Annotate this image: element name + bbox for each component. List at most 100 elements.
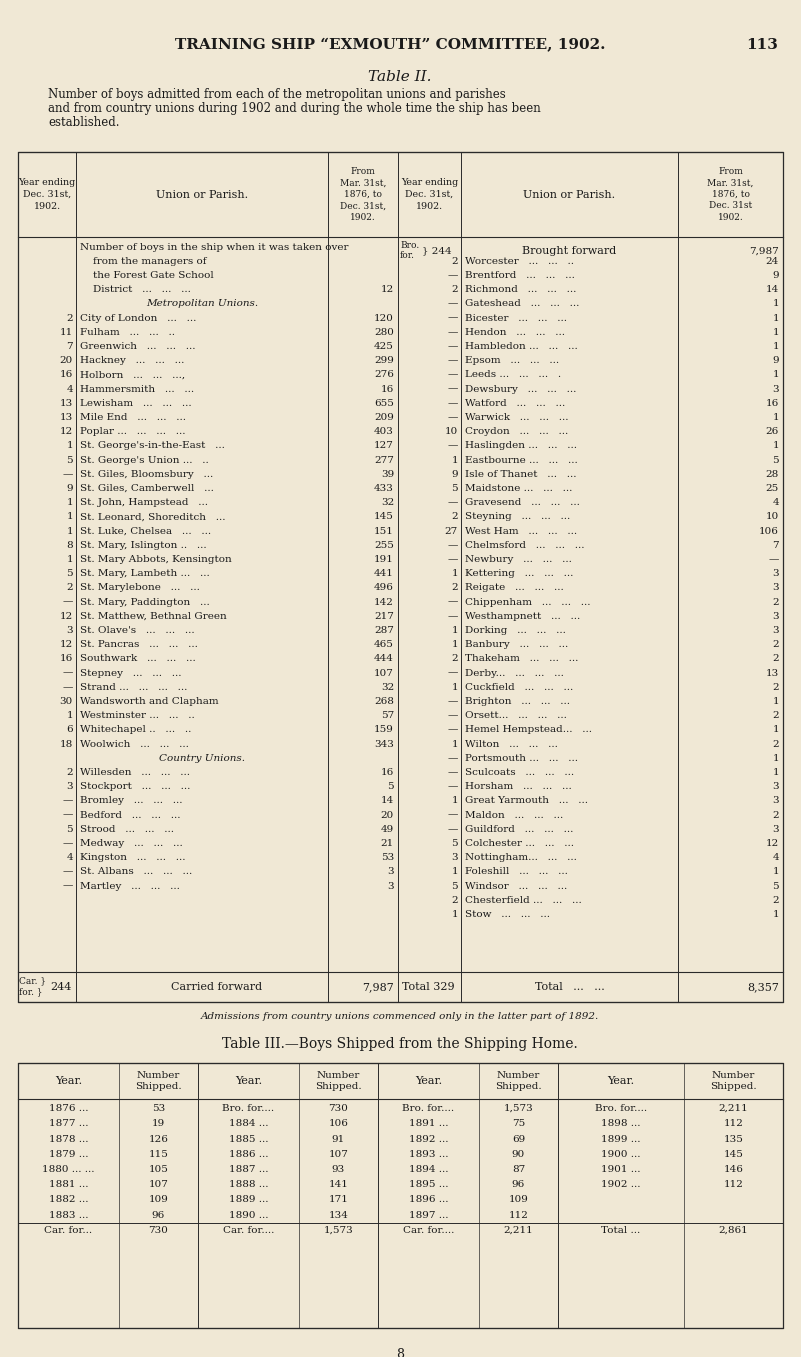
Text: —: — [62,797,73,806]
Text: 2,861: 2,861 [718,1225,748,1235]
Text: —: — [769,555,779,565]
Text: Strand ...   ...   ...   ...: Strand ... ... ... ... [80,683,187,692]
Text: 145: 145 [723,1149,743,1159]
Text: —: — [62,839,73,848]
Text: 2: 2 [772,597,779,607]
Text: Stow   ...   ...   ...: Stow ... ... ... [465,911,550,919]
Text: —: — [62,597,73,607]
Text: 2: 2 [66,584,73,593]
Text: —: — [448,313,458,323]
Text: Metropolitan Unions.: Metropolitan Unions. [146,300,258,308]
Text: 1: 1 [772,300,779,308]
Text: 49: 49 [380,825,394,833]
Text: 20: 20 [60,356,73,365]
Text: 16: 16 [380,768,394,778]
Text: Number
Shipped.: Number Shipped. [495,1071,541,1091]
Text: established.: established. [48,115,119,129]
Text: Number
Shipped.: Number Shipped. [315,1071,362,1091]
Text: 12: 12 [60,612,73,620]
Text: 1901 ...: 1901 ... [602,1164,641,1174]
Text: 21: 21 [380,839,394,848]
Text: —: — [448,612,458,620]
Text: St. George's Union ...   ..: St. George's Union ... .. [80,456,209,464]
Text: 277: 277 [374,456,394,464]
Text: Car. for....: Car. for.... [223,1225,274,1235]
Text: 1885 ...: 1885 ... [228,1134,268,1144]
Text: 112: 112 [723,1120,743,1128]
Text: 4: 4 [66,384,73,394]
Text: Bedford   ...   ...   ...: Bedford ... ... ... [80,810,180,820]
Text: Great Yarmouth   ...   ...: Great Yarmouth ... ... [465,797,588,806]
Text: 7: 7 [66,342,73,351]
Text: Wilton   ...   ...   ...: Wilton ... ... ... [465,740,557,749]
Text: Stepney   ...   ...   ...: Stepney ... ... ... [80,669,182,677]
Text: 142: 142 [374,597,394,607]
Text: 127: 127 [374,441,394,451]
Text: Bro. for....: Bro. for.... [223,1105,275,1113]
Text: 2: 2 [772,810,779,820]
Text: Richmond   ...   ...   ...: Richmond ... ... ... [465,285,577,294]
Text: 3: 3 [66,626,73,635]
Text: —: — [448,399,458,408]
Text: 1,573: 1,573 [504,1105,533,1113]
Text: 2,211: 2,211 [718,1105,748,1113]
Text: 87: 87 [512,1164,525,1174]
Text: 1: 1 [772,697,779,706]
Text: Number
Shipped.: Number Shipped. [135,1071,182,1091]
Text: 141: 141 [328,1181,348,1189]
Text: 209: 209 [374,413,394,422]
Text: 126: 126 [148,1134,168,1144]
Text: —: — [448,384,458,394]
Text: Maldon   ...   ...   ...: Maldon ... ... ... [465,810,563,820]
Text: Admissions from country unions commenced only in the latter part of 1892.: Admissions from country unions commenced… [201,1012,599,1020]
Text: 19: 19 [151,1120,165,1128]
Text: —: — [62,683,73,692]
Text: } 244: } 244 [422,247,452,255]
Text: 2: 2 [772,740,779,749]
Text: St. Marylebone   ...   ...: St. Marylebone ... ... [80,584,200,593]
Text: Isle of Thanet   ...   ...: Isle of Thanet ... ... [465,470,577,479]
Text: St. Giles, Bloomsbury   ...: St. Giles, Bloomsbury ... [80,470,213,479]
Text: Hammersmith   ...   ...: Hammersmith ... ... [80,384,194,394]
Text: 105: 105 [148,1164,168,1174]
Text: 96: 96 [512,1181,525,1189]
Text: 5: 5 [452,484,458,493]
Text: 3: 3 [388,882,394,890]
Text: Gateshead   ...   ...   ...: Gateshead ... ... ... [465,300,579,308]
Text: 113: 113 [746,38,778,52]
Text: 1894 ...: 1894 ... [409,1164,448,1174]
Text: 1: 1 [772,753,779,763]
Text: 1887 ...: 1887 ... [228,1164,268,1174]
Text: Hackney   ...   ...   ...: Hackney ... ... ... [80,356,184,365]
Text: 441: 441 [374,569,394,578]
Text: Hendon   ...   ...   ...: Hendon ... ... ... [465,328,565,337]
Text: 3: 3 [772,384,779,394]
Text: 244: 244 [50,982,71,992]
Text: Hambledon ...   ...   ...: Hambledon ... ... ... [465,342,578,351]
Text: Total 329: Total 329 [402,982,455,992]
Text: 135: 135 [723,1134,743,1144]
Text: 6: 6 [66,726,73,734]
Text: 112: 112 [723,1181,743,1189]
Text: 134: 134 [328,1210,348,1220]
Text: 2: 2 [66,768,73,778]
Text: 1: 1 [772,370,779,380]
Text: Brighton   ...   ...   ...: Brighton ... ... ... [465,697,570,706]
Text: —: — [448,498,458,508]
Text: 1: 1 [66,711,73,721]
Text: Greenwich   ...   ...   ...: Greenwich ... ... ... [80,342,195,351]
Text: 655: 655 [374,399,394,408]
Text: 299: 299 [374,356,394,365]
Text: Cuckfield   ...   ...   ...: Cuckfield ... ... ... [465,683,574,692]
Text: 9: 9 [66,484,73,493]
Text: 13: 13 [60,399,73,408]
Text: 12: 12 [60,641,73,649]
Text: —: — [448,342,458,351]
Text: Carried forward: Carried forward [171,982,263,992]
Text: 3: 3 [452,854,458,862]
Text: 1898 ...: 1898 ... [602,1120,641,1128]
Text: —: — [448,541,458,550]
Text: 191: 191 [374,555,394,565]
Text: 109: 109 [148,1196,168,1204]
Text: 107: 107 [374,669,394,677]
